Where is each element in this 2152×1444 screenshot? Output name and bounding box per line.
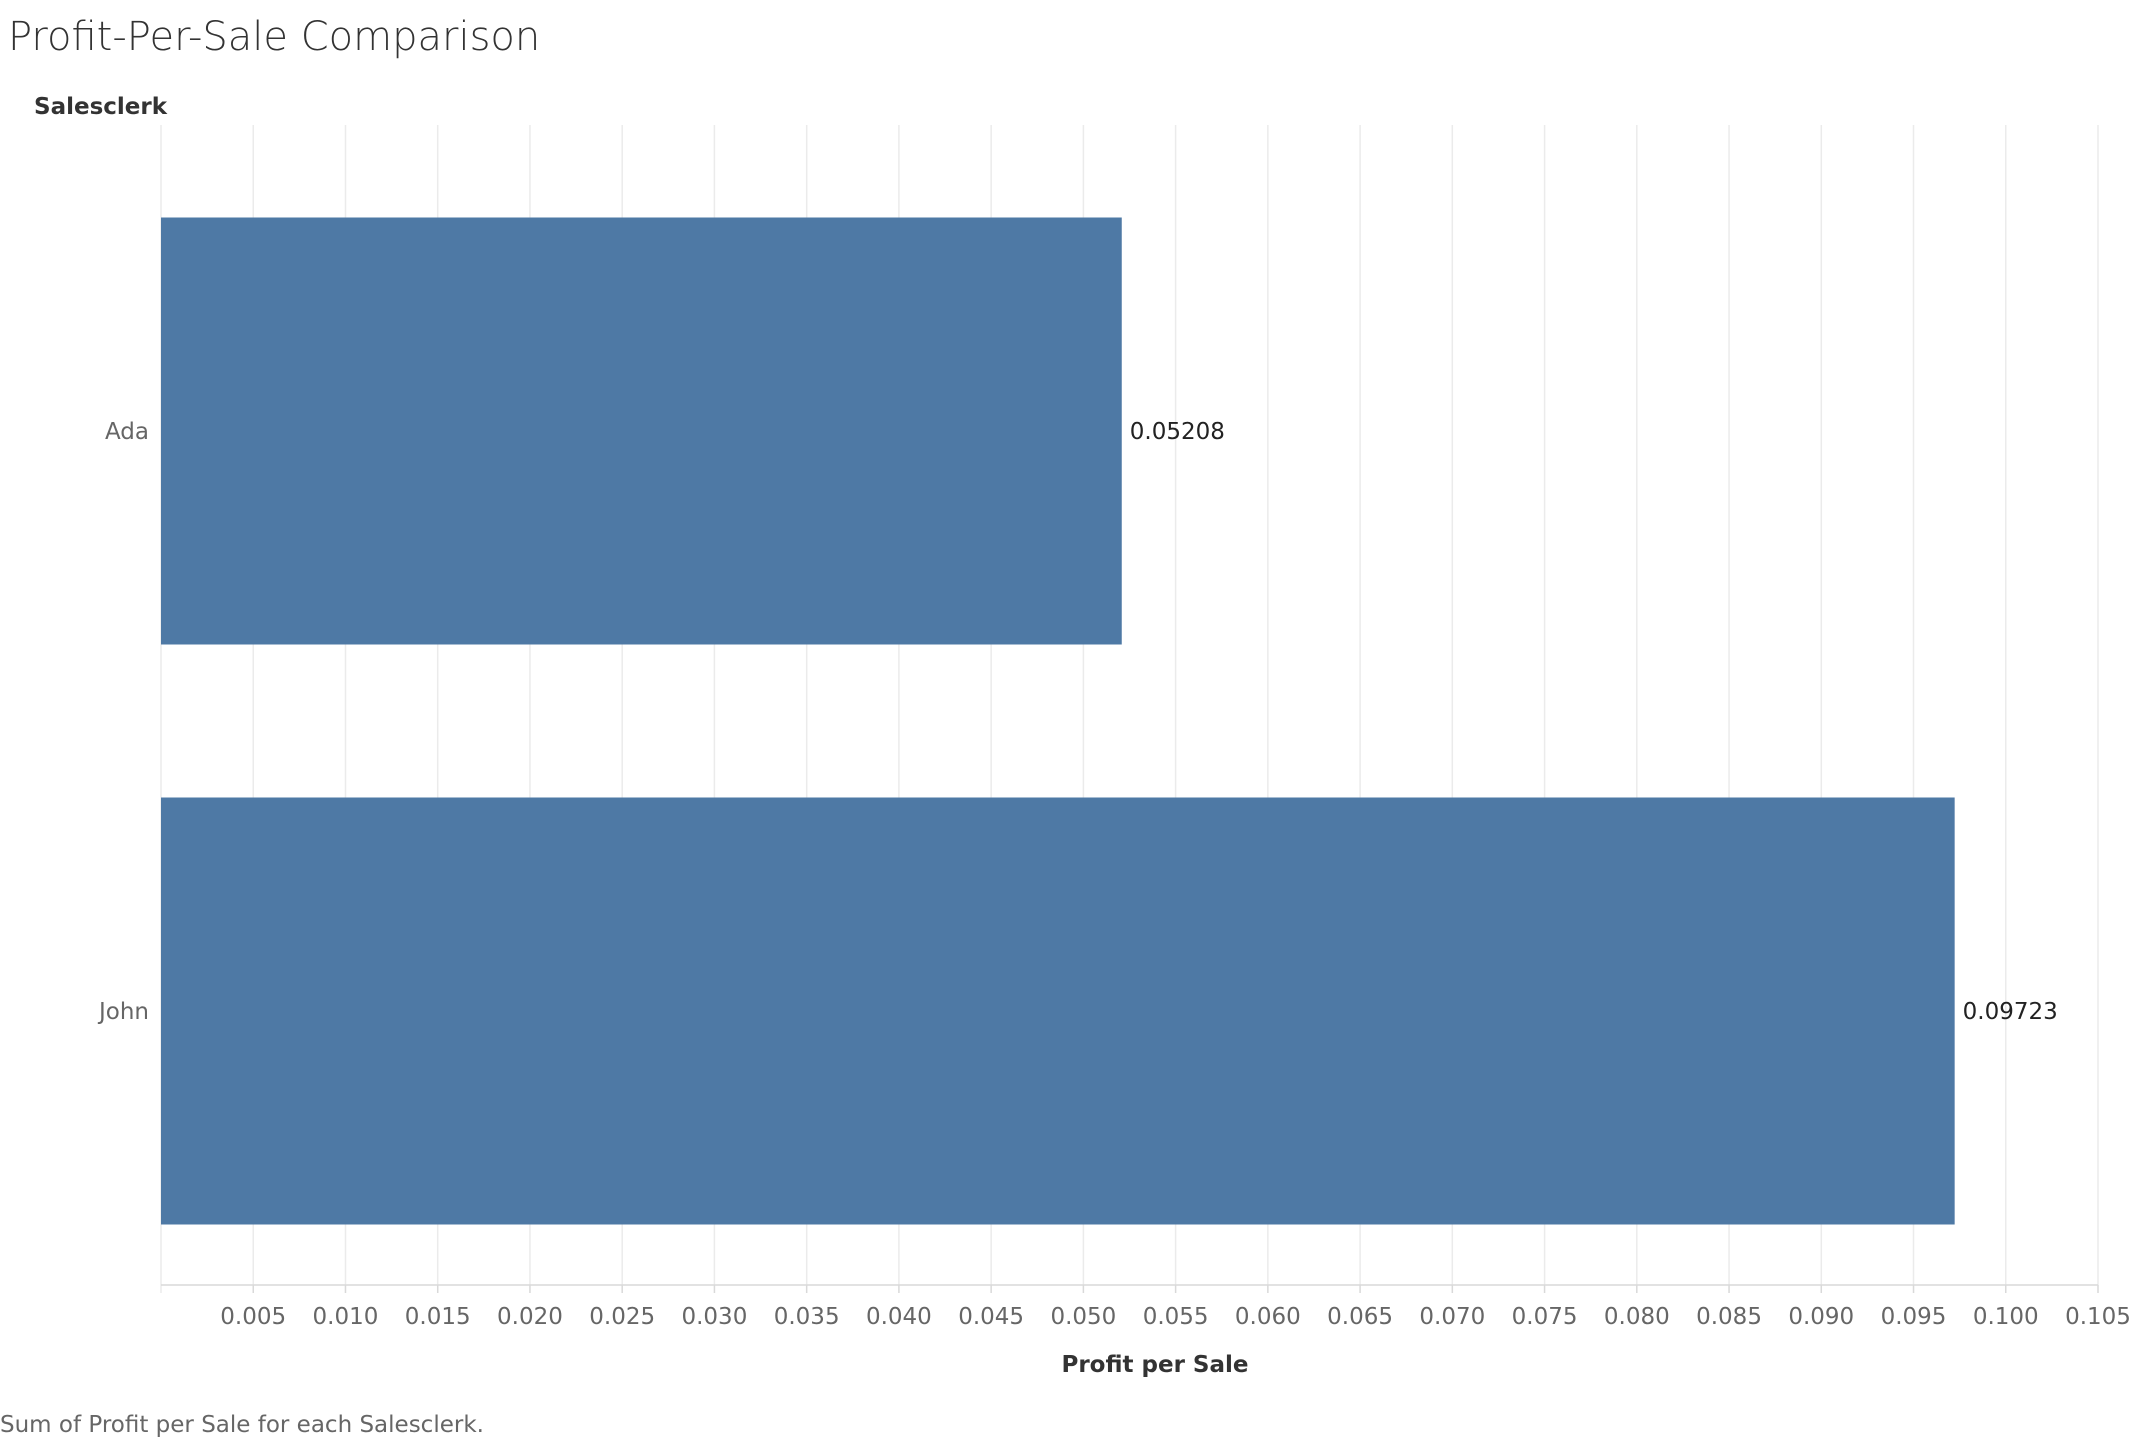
bar-john[interactable] — [161, 797, 1955, 1225]
value-labels: 0.05208 0.09723 — [1130, 419, 2058, 1025]
row-axis-header: Salesclerk — [34, 94, 168, 120]
x-tick-label: 0.080 — [1604, 1304, 1670, 1330]
x-axis-title: Profit per Sale — [1061, 1352, 1248, 1378]
category-label-john: John — [97, 999, 149, 1025]
x-tick-label: 0.025 — [589, 1304, 655, 1330]
x-tick-label: 0.070 — [1419, 1304, 1485, 1330]
x-tick-label: 0.020 — [497, 1304, 563, 1330]
chart-caption: Sum of Profit per Sale for each Salescle… — [0, 1412, 484, 1438]
category-labels: Ada John — [97, 419, 149, 1025]
x-tick-label: 0.035 — [774, 1304, 840, 1330]
x-tick-label: 0.075 — [1512, 1304, 1578, 1330]
x-tick-label: 0.095 — [1881, 1304, 1947, 1330]
x-tick-label: 0.055 — [1143, 1304, 1209, 1330]
x-tick-label: 0.040 — [866, 1304, 932, 1330]
x-tick-label: 0.090 — [1788, 1304, 1854, 1330]
category-label-ada: Ada — [105, 419, 149, 445]
x-tick-label: 0.045 — [958, 1304, 1024, 1330]
x-tick-label: 0.085 — [1696, 1304, 1762, 1330]
x-tick-label: 0.065 — [1327, 1304, 1393, 1330]
bar-value-label: 0.09723 — [1963, 999, 2058, 1025]
bars — [161, 217, 1955, 1225]
x-axis-ticks: 0.005 0.010 0.015 0.020 0.025 0.030 0.035 0.040… — [161, 1284, 2131, 1330]
bar-value-label: 0.05208 — [1130, 419, 1225, 445]
x-tick-label: 0.015 — [405, 1304, 471, 1330]
bar-ada[interactable] — [161, 217, 1122, 645]
x-tick-label: 0.050 — [1050, 1304, 1116, 1330]
x-tick-label: 0.060 — [1235, 1304, 1301, 1330]
x-tick-label: 0.005 — [220, 1304, 286, 1330]
x-tick-label: 0.010 — [313, 1304, 379, 1330]
chart-title: Profit-Per-Sale Comparison — [8, 14, 541, 60]
x-tick-label: 0.100 — [1973, 1304, 2039, 1330]
x-tick-label: 0.030 — [681, 1304, 747, 1330]
x-tick-label: 0.105 — [2065, 1304, 2131, 1330]
